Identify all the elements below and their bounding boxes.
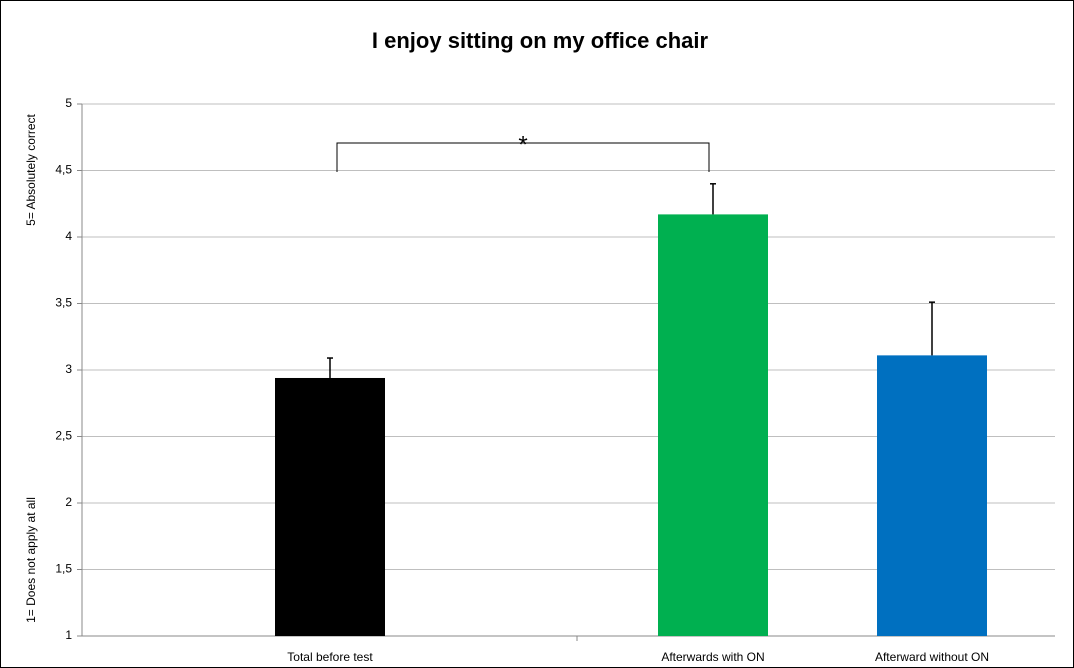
significance-bracket [336,142,710,172]
y-tick-label: 3 [65,362,72,376]
bar [275,377,385,636]
annotation: * [518,131,527,158]
bar [658,214,768,636]
x-tick-label: Total before test [287,650,373,664]
y-tick-label: 5 [65,96,72,110]
y-label-top: 5= Absolutely correct [24,113,38,225]
y-tick-label: 3,5 [55,296,72,310]
y-tick-label: 2,5 [55,429,72,443]
x-tick-label: Afterward without ON [875,650,989,664]
y-tick-label: 2 [65,495,72,509]
x-tick-label: Afterwards with ON [661,650,764,664]
chart-title: I enjoy sitting on my office chair [372,28,709,53]
y-label-bottom: 1= Does not apply at all [24,497,38,623]
y-tick-label: 1,5 [55,562,72,576]
y-tick-label: 4 [65,229,72,243]
y-tick-label: 1 [65,628,72,642]
y-tick-label: 4,5 [55,163,72,177]
bar [877,355,987,636]
